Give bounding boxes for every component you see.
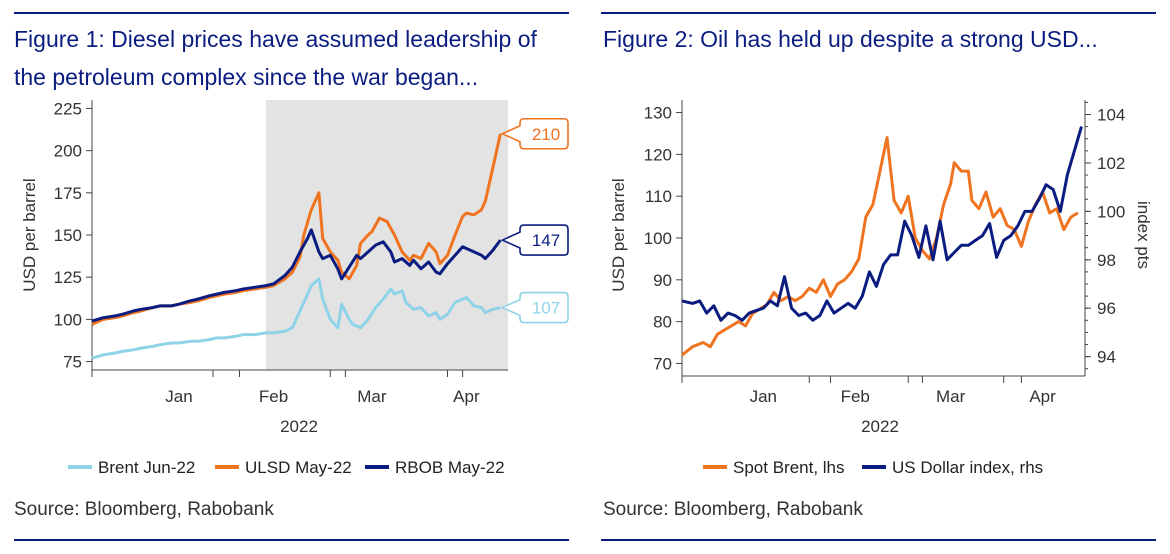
fig1-bottom-rule xyxy=(14,539,569,541)
fig1-top-rule xyxy=(14,12,569,14)
x-tick-label-mar: Mar xyxy=(936,387,966,406)
y-tick-label: 200 xyxy=(54,142,82,161)
x-tick-label-feb: Feb xyxy=(841,387,870,406)
callout-label-brent-jun-22: 107 xyxy=(532,299,560,318)
y-tick-label: 225 xyxy=(54,99,82,118)
callout-label-rbob-may-22: 147 xyxy=(532,231,560,250)
fig1-source: Source: Bloomberg, Rabobank xyxy=(14,499,274,520)
series-line-rbob-may-22 xyxy=(91,228,502,323)
fig2-title: Figure 2: Oil has held up despite a stro… xyxy=(603,26,1098,52)
fig2-chart: 70 80 90 100 110 120 130 94 96 98 100 102 104 Jan Feb M… xyxy=(609,100,1153,477)
y-axis-title: USD per barrel xyxy=(609,178,628,291)
y-tick-label: 90 xyxy=(653,271,672,290)
y-tick-label: 75 xyxy=(63,353,82,372)
x-tick-label-feb: Feb xyxy=(259,387,288,406)
series-line-spot-brent-lhs xyxy=(681,136,1079,357)
fig2-bottom-rule xyxy=(601,539,1156,541)
y-tick-label: 110 xyxy=(645,187,672,206)
y2-axis-title: index pts xyxy=(1134,201,1153,269)
y2-tick-label: 102 xyxy=(1097,154,1125,173)
x-tick-label-mar: Mar xyxy=(357,387,387,406)
y-tick-label: 130 xyxy=(644,104,672,123)
legend-label-brent-jun-22: Brent Jun-22 xyxy=(98,458,195,477)
y2-tick-label: 96 xyxy=(1097,299,1116,318)
series-line-us-dollar-index-rhs xyxy=(681,126,1083,322)
y2-tick-label: 104 xyxy=(1097,106,1125,125)
callout-box-ulsd-may-22 xyxy=(500,117,569,150)
x-tick-label-jan: Jan xyxy=(165,387,192,406)
y2-tick-label: 100 xyxy=(1097,202,1125,221)
y-tick-label: 125 xyxy=(54,268,82,287)
fig2-source: Source: Bloomberg, Rabobank xyxy=(603,499,863,520)
series-line-brent-jun-22 xyxy=(91,277,501,360)
war-shaded-region xyxy=(265,100,508,370)
y-tick-label: 150 xyxy=(54,226,82,245)
y-tick-label: 70 xyxy=(653,354,672,373)
y-tick-label: 175 xyxy=(54,184,82,203)
fig2-top-rule xyxy=(601,12,1156,14)
legend-label-rbob-may-22: RBOB May-22 xyxy=(395,458,505,477)
fig1-title: Figure 1: Diesel prices have assumed lea… xyxy=(14,26,537,90)
callout-label-ulsd-may-22: 210 xyxy=(532,125,560,144)
y2-tick-label: 98 xyxy=(1097,251,1116,270)
x-axis-title: 2022 xyxy=(280,417,318,436)
x-tick-label-jan: Jan xyxy=(750,387,777,406)
y-axis-title: USD per barrel xyxy=(20,178,39,291)
y2-tick-label: 94 xyxy=(1097,348,1116,367)
x-axis-title: 2022 xyxy=(861,417,899,436)
legend-label-ulsd-may-22: ULSD May-22 xyxy=(245,458,352,477)
y-tick-label: 100 xyxy=(644,229,672,248)
callout-box-brent-jun-22 xyxy=(500,291,569,324)
y-tick-label: 100 xyxy=(54,310,82,329)
legend-label-spot-brent-lhs: Spot Brent, lhs xyxy=(733,458,845,477)
legend-label-us-dollar-index-rhs: US Dollar index, rhs xyxy=(892,458,1043,477)
x-tick-label-apr: Apr xyxy=(453,387,480,406)
y-tick-label: 120 xyxy=(644,145,672,164)
y-tick-label: 80 xyxy=(653,313,672,332)
fig1-chart: 75 100 125 150 175 200 225 Jan Feb Mar Apr 2022 USD … xyxy=(20,99,569,477)
x-tick-label-apr: Apr xyxy=(1029,387,1056,406)
callout-box-rbob-may-22 xyxy=(500,224,569,256)
